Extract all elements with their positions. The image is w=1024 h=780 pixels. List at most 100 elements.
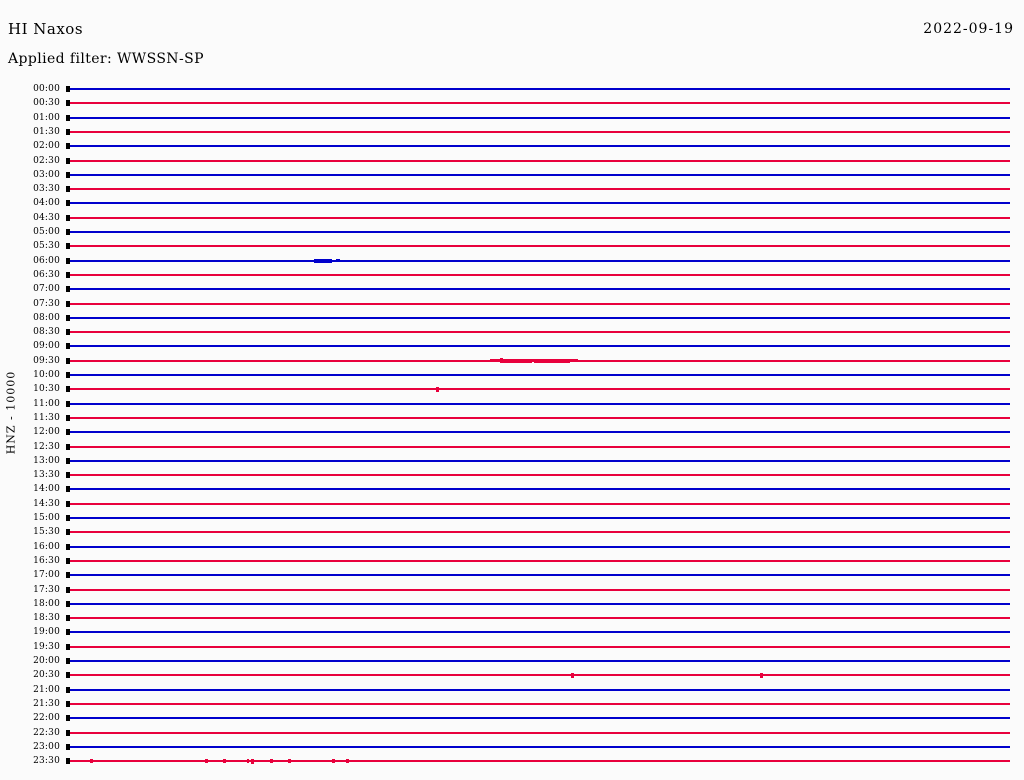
trace-row[interactable]: 16:30 (0, 554, 1024, 568)
seismic-trace[interactable] (70, 297, 1010, 311)
seismic-trace[interactable] (70, 82, 1010, 96)
trace-row[interactable]: 18:00 (0, 597, 1024, 611)
seismic-trace[interactable] (70, 625, 1010, 639)
trace-row[interactable]: 09:30 (0, 354, 1024, 368)
trace-row[interactable]: 06:00 (0, 254, 1024, 268)
trace-row[interactable]: 10:30 (0, 382, 1024, 396)
seismic-trace[interactable] (70, 182, 1010, 196)
seismic-trace[interactable] (70, 168, 1010, 182)
seismic-trace[interactable] (70, 311, 1010, 325)
seismic-trace[interactable] (70, 683, 1010, 697)
trace-row[interactable]: 02:00 (0, 139, 1024, 153)
trace-row[interactable]: 04:00 (0, 196, 1024, 210)
trace-row[interactable]: 05:00 (0, 225, 1024, 239)
seismic-trace[interactable] (70, 597, 1010, 611)
trace-row[interactable]: 23:30 (0, 754, 1024, 768)
seismic-trace[interactable] (70, 540, 1010, 554)
trace-row[interactable]: 23:00 (0, 740, 1024, 754)
seismic-trace[interactable] (70, 754, 1010, 768)
seismic-trace[interactable] (70, 211, 1010, 225)
trace-row[interactable]: 17:30 (0, 583, 1024, 597)
trace-row[interactable]: 04:30 (0, 211, 1024, 225)
trace-row[interactable]: 22:00 (0, 711, 1024, 725)
seismic-trace[interactable] (70, 525, 1010, 539)
trace-row[interactable]: 03:30 (0, 182, 1024, 196)
trace-row[interactable]: 14:00 (0, 482, 1024, 496)
seismic-trace[interactable] (70, 740, 1010, 754)
trace-row[interactable]: 01:30 (0, 125, 1024, 139)
trace-row[interactable]: 19:00 (0, 625, 1024, 639)
trace-row[interactable]: 14:30 (0, 497, 1024, 511)
seismic-trace[interactable] (70, 225, 1010, 239)
trace-row[interactable]: 15:00 (0, 511, 1024, 525)
trace-event-burst (251, 758, 254, 764)
seismic-trace[interactable] (70, 96, 1010, 110)
seismic-trace[interactable] (70, 196, 1010, 210)
seismic-trace[interactable] (70, 711, 1010, 725)
trace-row[interactable]: 21:30 (0, 697, 1024, 711)
trace-row[interactable]: 08:00 (0, 311, 1024, 325)
seismic-trace[interactable] (70, 254, 1010, 268)
seismic-trace[interactable] (70, 668, 1010, 682)
trace-row[interactable]: 02:30 (0, 154, 1024, 168)
seismic-trace[interactable] (70, 139, 1010, 153)
trace-row[interactable]: 20:30 (0, 668, 1024, 682)
seismic-trace[interactable] (70, 239, 1010, 253)
trace-row[interactable]: 07:00 (0, 282, 1024, 296)
trace-row[interactable]: 00:30 (0, 96, 1024, 110)
seismic-trace[interactable] (70, 339, 1010, 353)
trace-baseline (70, 559, 1010, 562)
seismic-trace[interactable] (70, 583, 1010, 597)
seismic-trace[interactable] (70, 482, 1010, 496)
seismic-trace[interactable] (70, 497, 1010, 511)
seismic-trace[interactable] (70, 554, 1010, 568)
trace-row[interactable]: 01:00 (0, 111, 1024, 125)
seismic-trace[interactable] (70, 325, 1010, 339)
seismic-trace[interactable] (70, 154, 1010, 168)
trace-row[interactable]: 17:00 (0, 568, 1024, 582)
seismic-trace[interactable] (70, 440, 1010, 454)
seismic-trace[interactable] (70, 640, 1010, 654)
trace-baseline (70, 374, 1010, 376)
trace-row[interactable]: 10:00 (0, 368, 1024, 382)
trace-row[interactable]: 06:30 (0, 268, 1024, 282)
seismic-trace[interactable] (70, 411, 1010, 425)
trace-row[interactable]: 19:30 (0, 640, 1024, 654)
seismic-trace[interactable] (70, 368, 1010, 382)
seismic-trace[interactable] (70, 511, 1010, 525)
seismic-trace[interactable] (70, 425, 1010, 439)
trace-row[interactable]: 00:00 (0, 82, 1024, 96)
trace-row[interactable]: 20:00 (0, 654, 1024, 668)
seismic-trace[interactable] (70, 611, 1010, 625)
seismic-trace[interactable] (70, 382, 1010, 396)
seismic-trace[interactable] (70, 568, 1010, 582)
seismic-trace[interactable] (70, 454, 1010, 468)
trace-row[interactable]: 12:30 (0, 440, 1024, 454)
trace-time-label: 22:00 (33, 713, 60, 724)
seismic-trace[interactable] (70, 268, 1010, 282)
trace-row[interactable]: 22:30 (0, 726, 1024, 740)
trace-row[interactable]: 12:00 (0, 425, 1024, 439)
trace-row[interactable]: 09:00 (0, 339, 1024, 353)
seismic-trace[interactable] (70, 111, 1010, 125)
seismic-trace[interactable] (70, 397, 1010, 411)
trace-row[interactable]: 03:00 (0, 168, 1024, 182)
seismic-trace[interactable] (70, 468, 1010, 482)
seismic-trace[interactable] (70, 125, 1010, 139)
trace-row[interactable]: 08:30 (0, 325, 1024, 339)
seismic-trace[interactable] (70, 654, 1010, 668)
trace-row[interactable]: 11:00 (0, 397, 1024, 411)
trace-row[interactable]: 15:30 (0, 525, 1024, 539)
trace-row[interactable]: 13:30 (0, 468, 1024, 482)
seismic-trace[interactable] (70, 282, 1010, 296)
trace-row[interactable]: 18:30 (0, 611, 1024, 625)
seismic-trace[interactable] (70, 697, 1010, 711)
trace-row[interactable]: 07:30 (0, 297, 1024, 311)
trace-row[interactable]: 13:00 (0, 454, 1024, 468)
trace-row[interactable]: 21:00 (0, 683, 1024, 697)
seismic-trace[interactable] (70, 354, 1010, 368)
trace-row[interactable]: 05:30 (0, 239, 1024, 253)
trace-row[interactable]: 11:30 (0, 411, 1024, 425)
seismic-trace[interactable] (70, 726, 1010, 740)
trace-row[interactable]: 16:00 (0, 540, 1024, 554)
